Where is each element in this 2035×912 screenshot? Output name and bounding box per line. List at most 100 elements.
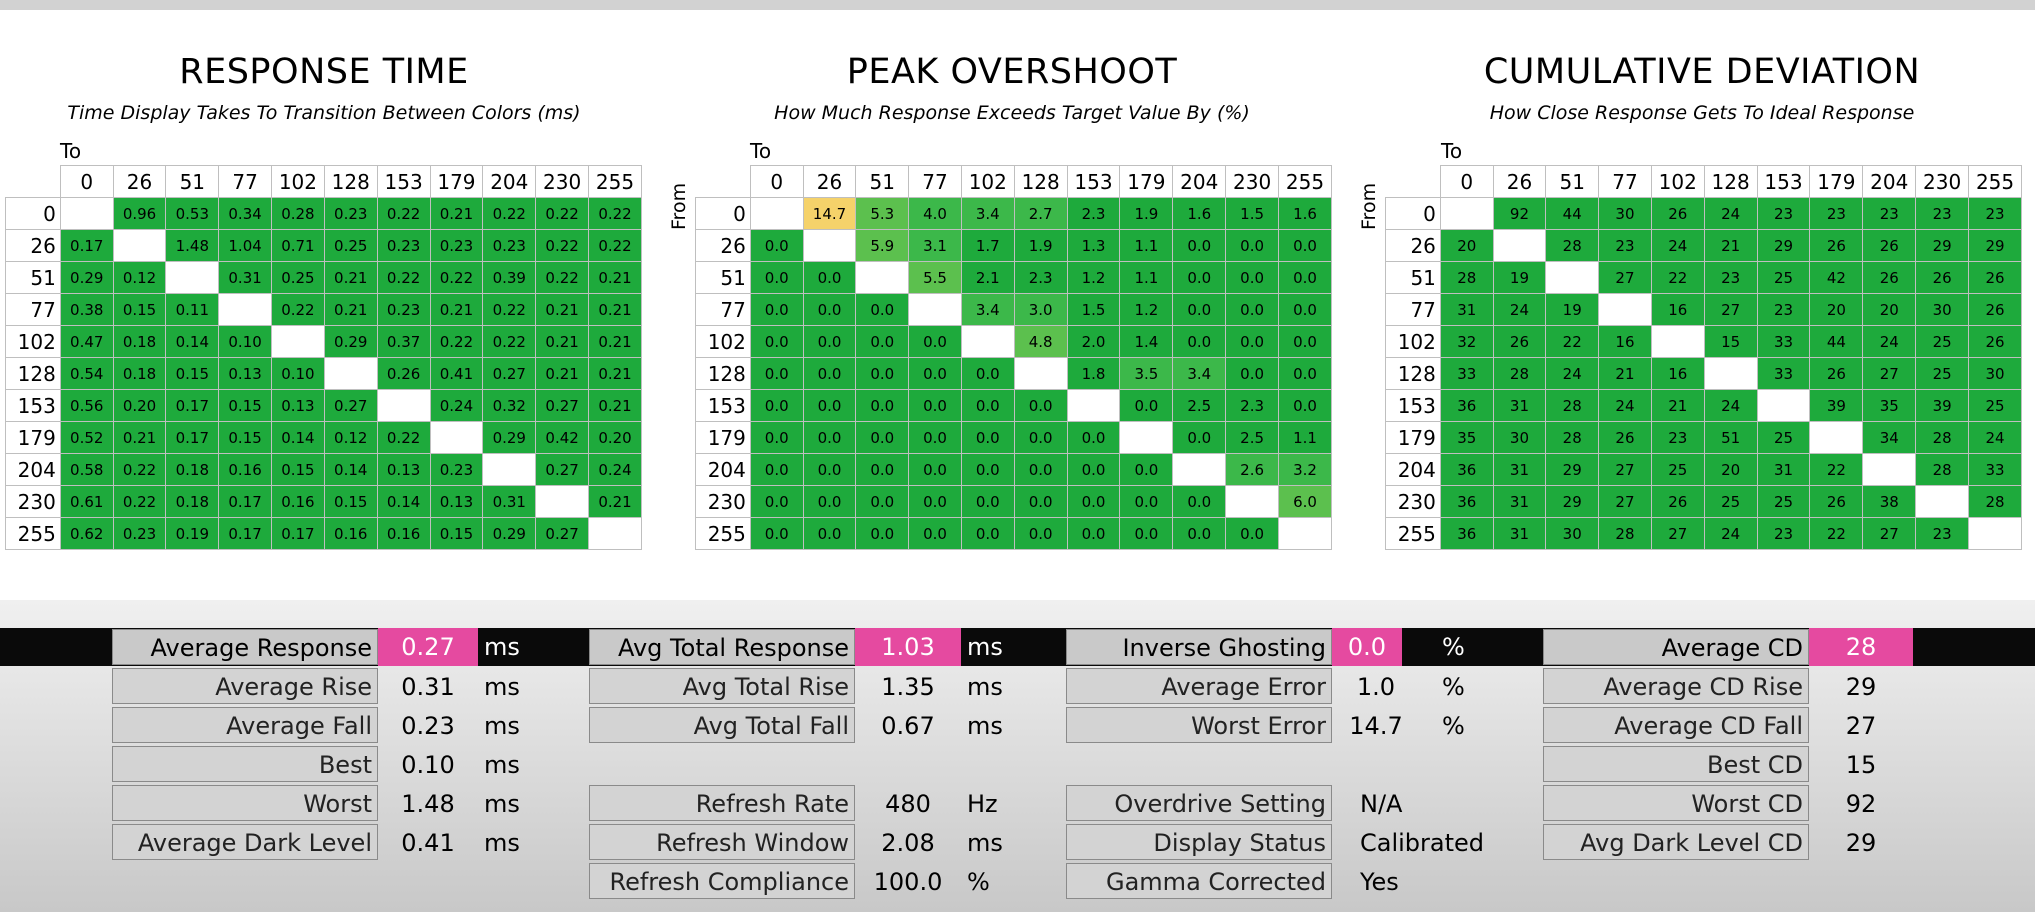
- heatmap-row: 204 0.58 0.22 0.18 0.16 0.15 0.14 0.13 0.23 0.27 0…: [5, 453, 642, 486]
- heatmap-cell: 0.15: [323, 485, 378, 518]
- heatmap-cell: 25: [1756, 261, 1811, 294]
- heatmap-cell: 0.0: [749, 229, 804, 262]
- heatmap-cell: 0.23: [429, 229, 484, 262]
- heatmap-cell: 0.0: [908, 517, 962, 550]
- heatmap-cell: 30: [1968, 357, 2022, 390]
- heatmap-cell: 0.0: [855, 325, 910, 358]
- heatmap-cell: 0.14: [323, 453, 378, 486]
- heatmap-cell: 35: [1862, 389, 1917, 422]
- heatmap-cell: 0.38: [59, 293, 114, 326]
- heatmap-cell: 24: [1545, 357, 1600, 390]
- heatmap-cell: 0.28: [270, 197, 325, 230]
- row-header: 204: [1385, 453, 1441, 486]
- heatmap-cell: 0.0: [960, 357, 1015, 390]
- heatmap-cell: 0.0: [855, 421, 910, 454]
- heatmap-cell: 0.0: [960, 485, 1015, 518]
- stat-value: 0.23: [401, 712, 455, 740]
- diagonal-cell: [376, 389, 431, 422]
- diagonal-cell: [1492, 229, 1547, 262]
- stat-value: 0.31: [401, 673, 455, 701]
- row-header: 77: [5, 293, 61, 326]
- heatmap-cell: 1.2: [1119, 293, 1174, 326]
- heatmap-cell: 26: [1492, 325, 1547, 358]
- heatmap-cell: 25: [1756, 485, 1811, 518]
- heatmap-row: 102 0.47 0.18 0.14 0.10 0.29 0.37 0.22 0.22 0.21 0…: [5, 325, 642, 358]
- heatmap-cell: 33: [1968, 453, 2022, 486]
- heatmap-cell: 0.13: [218, 357, 272, 390]
- heatmap-cell: 44: [1809, 325, 1864, 358]
- diagonal-cell: [1703, 357, 1758, 390]
- heatmap-cell: 26: [1809, 485, 1864, 518]
- heatmap-cell: 24: [1703, 389, 1758, 422]
- heatmap-cell: 0.27: [535, 517, 590, 550]
- heatmap-cell: 1.6: [1278, 197, 1332, 230]
- row-header: 255: [1385, 517, 1441, 550]
- heatmap-cell: 3.4: [960, 293, 1015, 326]
- heatmap-cell: 0.20: [112, 389, 167, 422]
- heatmap-cell: 28: [1545, 229, 1600, 262]
- heatmap-cell: 30: [1915, 293, 1970, 326]
- heatmap-cell: 2.0: [1066, 325, 1121, 358]
- diagonal-cell: [1225, 485, 1280, 518]
- heatmap-cell: 27: [1598, 485, 1652, 518]
- stat-value: 1.0: [1356, 673, 1396, 701]
- heatmap-cell: 2.6: [1225, 453, 1280, 486]
- cumulative-deviation-heatmap: 0 26 51 77 102 128 153 179 204 230 255 0 92 44 30 26 24 2…: [1385, 165, 2022, 550]
- heatmap-cell: 0.0: [1225, 293, 1280, 326]
- column-header: 255: [588, 165, 642, 198]
- stat-label: Avg Total Rise: [589, 668, 855, 704]
- heatmap-cell: 0.22: [112, 453, 167, 486]
- diagonal-cell: [1439, 197, 1494, 230]
- heatmap-cell: 0.29: [323, 325, 378, 358]
- heatmap-cell: 23: [1756, 517, 1811, 550]
- heatmap-cell: 0.0: [960, 453, 1015, 486]
- diagonal-cell: [1809, 421, 1864, 454]
- stat-value: 92: [1845, 790, 1877, 818]
- column-header: 77: [1598, 165, 1652, 198]
- heatmap-cell: 0.14: [376, 485, 431, 518]
- chart-subtitle: Time Display Takes To Transition Between…: [67, 102, 581, 124]
- heatmap-cell: 0.21: [429, 197, 484, 230]
- heatmap-cell: 0.0: [1225, 229, 1280, 262]
- corner-cell: [5, 165, 61, 198]
- heatmap-cell: 0.22: [376, 261, 431, 294]
- heatmap-cell: 27: [1598, 453, 1652, 486]
- heatmap-cell: 2.5: [1172, 389, 1227, 422]
- heatmap-cell: 42: [1809, 261, 1864, 294]
- stat-label: Average CD: [1543, 629, 1809, 665]
- heatmap-cell: 30: [1492, 421, 1547, 454]
- heatmap-cell: 0.0: [855, 389, 910, 422]
- heatmap-cell: 0.0: [1278, 261, 1332, 294]
- row-header: 51: [5, 261, 61, 294]
- stat-row-avg-total-response: Avg Total Response 1.03 ms: [589, 628, 1009, 666]
- stat-row-best: Best 0.10 ms: [112, 746, 532, 784]
- diagonal-cell: [535, 485, 590, 518]
- heatmap-cell: 0.0: [749, 453, 804, 486]
- column-header: 153: [376, 165, 431, 198]
- row-header: 179: [5, 421, 61, 454]
- column-header: 102: [960, 165, 1015, 198]
- stat-row-average-error: Average Error 1.0 %: [1066, 668, 1486, 706]
- heatmap-cell: 1.6: [1172, 197, 1227, 230]
- heatmap-cell: 24: [1703, 197, 1758, 230]
- heatmap-cell: 26: [1968, 293, 2022, 326]
- heatmap-cell: 19: [1545, 293, 1600, 326]
- row-header: 204: [5, 453, 61, 486]
- stat-row-average-cd: Average CD 28: [1543, 628, 1963, 666]
- stat-unit: ms: [484, 633, 520, 661]
- stat-unit: %: [1442, 673, 1465, 701]
- heatmap-cell: 20: [1862, 293, 1917, 326]
- heatmap-cell: 1.2: [1066, 261, 1121, 294]
- heatmap-cell: 0.0: [1278, 325, 1332, 358]
- heatmap-cell: 0.42: [535, 421, 590, 454]
- stat-row-gamma-corrected: Gamma Corrected Yes: [1066, 863, 1486, 901]
- chart-subtitle: How Close Response Gets To Ideal Respons…: [1489, 102, 1915, 124]
- stat-value: 29: [1845, 829, 1877, 857]
- heatmap-cell: 1.5: [1225, 197, 1280, 230]
- heatmap-cell: 28: [1545, 389, 1600, 422]
- heatmap-cell: 0.16: [323, 517, 378, 550]
- top-border: [0, 0, 2035, 10]
- heatmap-cell: 0.0: [802, 421, 857, 454]
- heatmap-cell: 0.11: [165, 293, 220, 326]
- heatmap-cell: 0.37: [376, 325, 431, 358]
